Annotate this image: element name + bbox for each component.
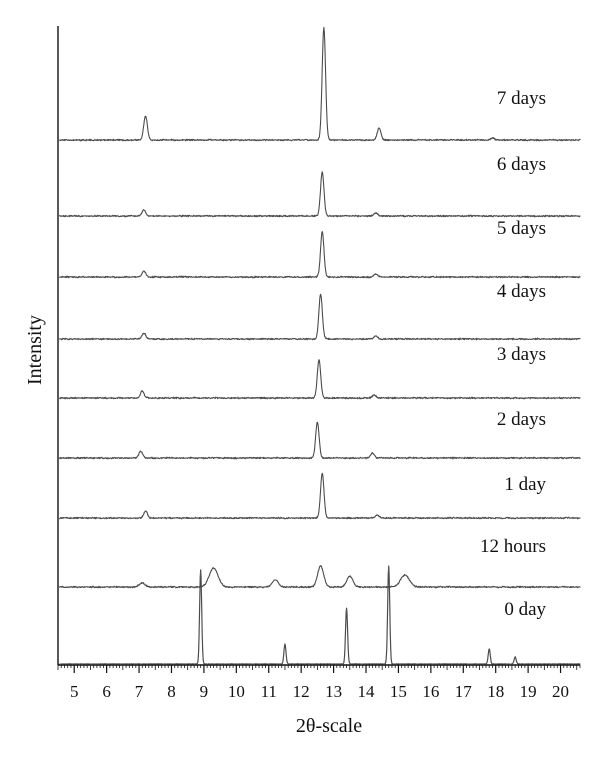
series-label: 0 day [504, 599, 546, 620]
series-line-shadow [59, 565, 581, 589]
x-tick-label: 20 [552, 682, 569, 701]
x-tick-label: 10 [228, 682, 245, 701]
series-label: 3 days [497, 344, 546, 365]
series-line-6-days [59, 171, 581, 218]
series-label: 6 days [497, 154, 546, 175]
series-line-shadow [59, 566, 581, 665]
x-tick-label: 17 [455, 682, 473, 701]
series-line-shadow [59, 421, 581, 460]
x-tick-label: 7 [135, 682, 144, 701]
x-tick-label: 14 [358, 682, 376, 701]
x-tick-label: 8 [167, 682, 176, 701]
labels-layer: 7 days 6 days 5 days 4 days 3 days 2 days 1 da… [480, 88, 546, 620]
x-tick-label: 11 [261, 682, 277, 701]
curves-layer [59, 26, 581, 665]
series-line-shadow [59, 230, 581, 279]
series-line-7-days [59, 26, 581, 142]
series-label: 5 days [497, 218, 546, 239]
x-tick-label: 12 [293, 682, 310, 701]
x-tick-label: 18 [487, 682, 504, 701]
series-line-shadow [59, 358, 581, 400]
x-tick-label: 19 [520, 682, 537, 701]
series-label: 7 days [497, 88, 546, 109]
x-tick-label: 5 [70, 682, 79, 701]
series-label: 1 day [504, 474, 546, 495]
series-label: 2 days [497, 409, 546, 430]
series-line-0-day [59, 565, 581, 665]
axes-layer [57, 26, 580, 666]
series-label: 12 hours [480, 536, 546, 557]
x-tick-label: 15 [390, 682, 407, 701]
x-tick-label: 13 [325, 682, 342, 701]
ticks-layer: 5 6 7 8 9 10 11 12 13 14 15 16 17 18 19 20 [57, 665, 581, 701]
series-label: 4 days [497, 281, 546, 302]
series-line-12-hours [59, 565, 581, 589]
series-line-shadow [59, 171, 581, 218]
x-tick-label: 9 [200, 682, 209, 701]
x-axis-label: 2θ-scale [296, 715, 362, 737]
y-axis-label: Intensity [24, 315, 46, 385]
series-line-shadow [59, 27, 581, 142]
series-line-shadow [59, 293, 581, 341]
x-tick-label: 16 [422, 682, 439, 701]
series-line-shadow [59, 472, 581, 520]
x-tick-label: 6 [102, 682, 111, 701]
series-line-1-day [59, 472, 581, 520]
